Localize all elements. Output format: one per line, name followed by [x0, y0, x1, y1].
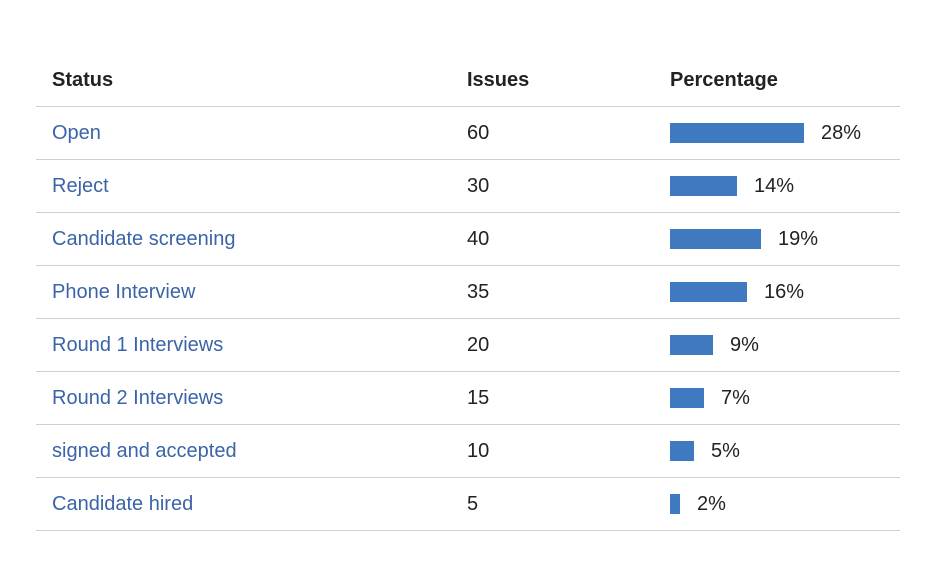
status-report: Status Issues Percentage Open 60 28% Rej… — [36, 54, 900, 531]
column-header-status: Status — [36, 54, 451, 107]
percentage-label: 9% — [730, 333, 759, 356]
table-row: Candidate hired 5 2% — [36, 477, 900, 531]
status-cell: signed and accepted — [36, 424, 451, 478]
percentage-cell: 7% — [654, 371, 900, 425]
status-cell: Phone Interview — [36, 265, 451, 319]
table-row: Reject 30 14% — [36, 159, 900, 213]
percentage-cell: 19% — [654, 212, 900, 266]
issues-count: 40 — [451, 212, 654, 266]
percentage-bar — [670, 494, 680, 514]
status-cell: Candidate screening — [36, 212, 451, 266]
percentage-bar — [670, 282, 747, 302]
percentage-cell: 14% — [654, 159, 900, 213]
percentage-label: 28% — [821, 121, 862, 144]
percentage-bar — [670, 441, 694, 461]
percentage-cell: 28% — [654, 106, 900, 160]
percentage-cell: 5% — [654, 424, 900, 478]
percentage-label: 19% — [778, 227, 819, 250]
status-cell: Open — [36, 106, 451, 160]
percentage-bar — [670, 388, 704, 408]
issues-count: 15 — [451, 371, 654, 425]
status-link[interactable]: Candidate hired — [52, 492, 194, 515]
percentage-bar — [670, 123, 804, 143]
status-cell: Reject — [36, 159, 451, 213]
column-header-issues: Issues — [451, 54, 654, 107]
table-header-row: Status Issues Percentage — [36, 54, 900, 107]
percentage-bar — [670, 335, 713, 355]
status-link[interactable]: Candidate screening — [52, 227, 236, 250]
issues-count: 35 — [451, 265, 654, 319]
table-row: Phone Interview 35 16% — [36, 265, 900, 319]
table-body: Open 60 28% Reject 30 14% Candidate scre… — [36, 106, 900, 531]
status-link[interactable]: Open — [52, 121, 101, 144]
status-link[interactable]: Phone Interview — [52, 280, 196, 303]
table-row: Open 60 28% — [36, 106, 900, 160]
issues-count: 10 — [451, 424, 654, 478]
percentage-label: 7% — [721, 386, 750, 409]
percentage-bar — [670, 176, 737, 196]
column-header-percentage: Percentage — [654, 54, 900, 107]
percentage-label: 5% — [711, 439, 740, 462]
status-link[interactable]: Round 1 Interviews — [52, 333, 224, 356]
status-cell: Round 1 Interviews — [36, 318, 451, 372]
status-table: Status Issues Percentage Open 60 28% Rej… — [36, 54, 900, 531]
percentage-bar — [670, 229, 761, 249]
status-link[interactable]: Round 2 Interviews — [52, 386, 224, 409]
issues-count: 60 — [451, 106, 654, 160]
table-row: Candidate screening 40 19% — [36, 212, 900, 266]
percentage-label: 16% — [764, 280, 805, 303]
percentage-cell: 2% — [654, 477, 900, 531]
percentage-label: 2% — [697, 492, 726, 515]
status-cell: Candidate hired — [36, 477, 451, 531]
issues-count: 5 — [451, 477, 654, 531]
percentage-cell: 9% — [654, 318, 900, 372]
status-link[interactable]: signed and accepted — [52, 439, 237, 462]
table-row: Round 2 Interviews 15 7% — [36, 371, 900, 425]
table-row: Round 1 Interviews 20 9% — [36, 318, 900, 372]
status-cell: Round 2 Interviews — [36, 371, 451, 425]
percentage-label: 14% — [754, 174, 795, 197]
table-row: signed and accepted 10 5% — [36, 424, 900, 478]
issues-count: 20 — [451, 318, 654, 372]
issues-count: 30 — [451, 159, 654, 213]
status-link[interactable]: Reject — [52, 174, 109, 197]
percentage-cell: 16% — [654, 265, 900, 319]
